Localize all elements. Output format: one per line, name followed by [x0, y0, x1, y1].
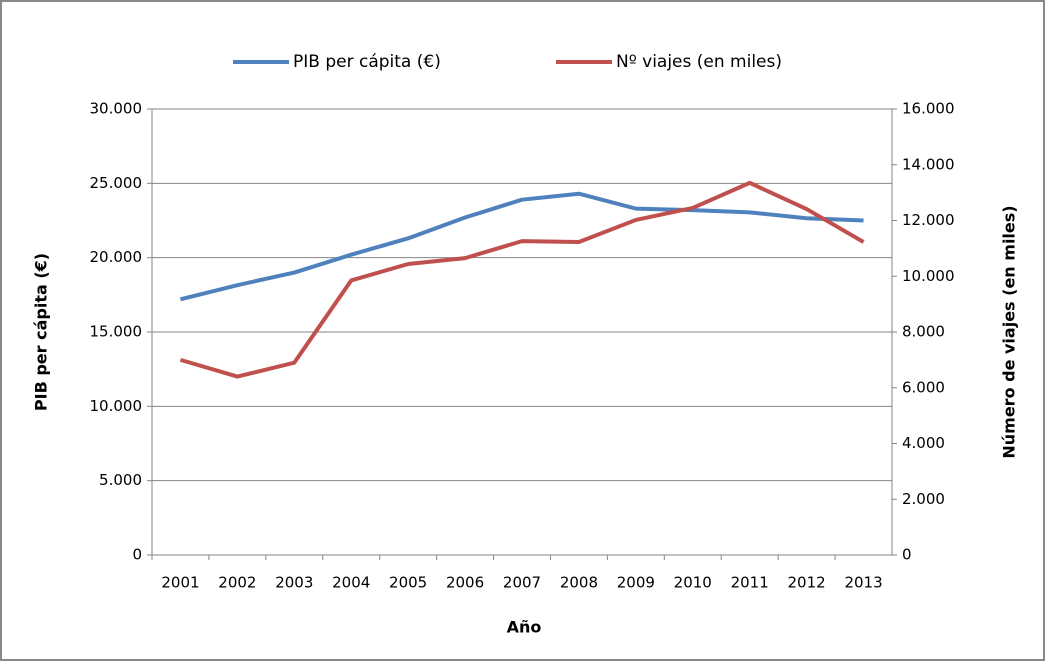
x-tick-label: 2010 [674, 574, 712, 592]
legend-label: Nº viajes (en miles) [616, 52, 782, 72]
y-tick-label: 25.000 [90, 174, 143, 192]
legend-label: PIB per cápita (€) [293, 52, 441, 72]
x-tick-label: 2001 [161, 574, 199, 592]
y2-tick-label: 14.000 [902, 155, 955, 173]
y2-tick-label: 10.000 [902, 267, 955, 285]
x-tick-label: 2011 [731, 574, 769, 592]
y-tick-label: 30.000 [90, 100, 143, 118]
x-tick-label: 2012 [788, 574, 826, 592]
x-tick-label: 2007 [503, 574, 541, 592]
y2-tick-label: 0 [902, 546, 912, 564]
x-tick-label: 2006 [446, 574, 484, 592]
y-tick-label: 20.000 [90, 248, 143, 266]
y2-tick-label: 6.000 [902, 378, 945, 396]
y-tick-label: 5.000 [99, 471, 142, 489]
x-tick-label: 2009 [617, 574, 655, 592]
x-tick-label: 2002 [218, 574, 256, 592]
x-tick-label: 2005 [389, 574, 427, 592]
y-tick-label: 0 [132, 546, 142, 564]
y2-tick-label: 16.000 [902, 100, 955, 118]
x-tick-label: 2013 [844, 574, 882, 592]
y2-axis-title: Número de viajes (en miles) [1000, 205, 1019, 458]
y-tick-label: 15.000 [90, 323, 143, 341]
x-tick-label: 2004 [332, 574, 370, 592]
series-line [179, 180, 865, 379]
series-line [179, 191, 864, 302]
x-tick-label: 2008 [560, 574, 598, 592]
y2-tick-label: 8.000 [902, 323, 945, 341]
x-axis-title: Año [507, 618, 542, 637]
y2-tick-label: 4.000 [902, 434, 945, 452]
y-tick-label: 10.000 [90, 397, 143, 415]
x-tick-label: 2003 [275, 574, 313, 592]
y2-tick-label: 2.000 [902, 490, 945, 508]
y-axis-title: PIB per cápita (€) [32, 253, 51, 411]
y2-tick-label: 12.000 [902, 211, 955, 229]
